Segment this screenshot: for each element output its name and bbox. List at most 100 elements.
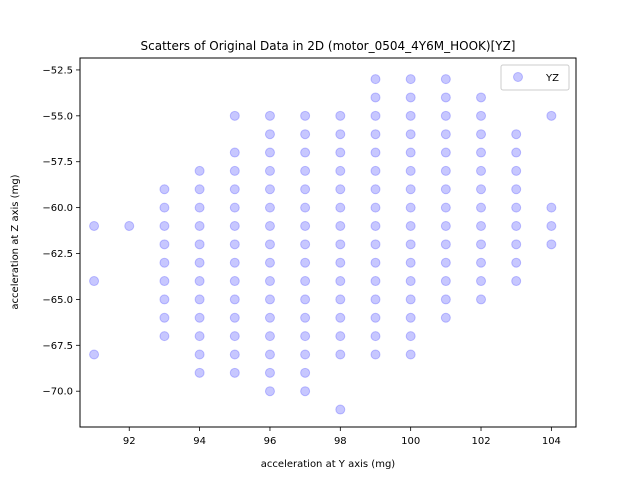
scatter-point bbox=[370, 147, 381, 158]
scatter-point bbox=[194, 202, 205, 213]
scatter-point bbox=[476, 294, 487, 305]
scatter-point bbox=[335, 276, 346, 287]
scatter-point bbox=[300, 276, 311, 287]
scatter-point bbox=[440, 165, 451, 176]
scatter-point bbox=[159, 220, 170, 231]
scatter-point bbox=[300, 386, 311, 397]
x-tick-label: 98 bbox=[334, 436, 347, 447]
scatter-point bbox=[159, 276, 170, 287]
scatter-point bbox=[405, 257, 416, 268]
scatter-point bbox=[335, 165, 346, 176]
scatter-point bbox=[440, 257, 451, 268]
scatter-point bbox=[300, 294, 311, 305]
scatter-point bbox=[300, 349, 311, 360]
scatter-point bbox=[229, 165, 240, 176]
x-tick-label: 104 bbox=[542, 436, 561, 447]
scatter-point bbox=[440, 129, 451, 140]
scatter-point bbox=[440, 92, 451, 103]
scatter-point bbox=[264, 349, 275, 360]
scatter-point bbox=[546, 220, 557, 231]
scatter-point bbox=[405, 331, 416, 342]
x-tick-label: 100 bbox=[401, 436, 420, 447]
scatter-point bbox=[546, 239, 557, 250]
scatter-point bbox=[476, 202, 487, 213]
scatter-point bbox=[370, 92, 381, 103]
scatter-point bbox=[440, 202, 451, 213]
scatter-point bbox=[370, 349, 381, 360]
scatter-point bbox=[370, 312, 381, 323]
scatter-point bbox=[264, 110, 275, 121]
scatter-point bbox=[405, 110, 416, 121]
scatter-point bbox=[370, 74, 381, 85]
scatter-point bbox=[405, 294, 416, 305]
scatter-point bbox=[264, 184, 275, 195]
scatter-point bbox=[511, 239, 522, 250]
scatter-point bbox=[476, 184, 487, 195]
scatter-point bbox=[440, 239, 451, 250]
scatter-point bbox=[159, 202, 170, 213]
scatter-point bbox=[511, 129, 522, 140]
scatter-point bbox=[300, 184, 311, 195]
scatter-point bbox=[405, 220, 416, 231]
scatter-point bbox=[159, 257, 170, 268]
y-tick-label: −62.5 bbox=[42, 249, 73, 260]
scatter-point bbox=[89, 349, 100, 360]
scatter-point bbox=[440, 220, 451, 231]
scatter-point bbox=[405, 276, 416, 287]
scatter-point bbox=[476, 220, 487, 231]
scatter-point bbox=[370, 202, 381, 213]
scatter-point bbox=[440, 110, 451, 121]
scatter-point bbox=[370, 184, 381, 195]
scatter-point bbox=[89, 276, 100, 287]
scatter-point bbox=[300, 202, 311, 213]
x-tick-label: 94 bbox=[193, 436, 206, 447]
scatter-point bbox=[229, 184, 240, 195]
scatter-point bbox=[229, 257, 240, 268]
scatter-point bbox=[405, 165, 416, 176]
scatter-point bbox=[264, 312, 275, 323]
scatter-point bbox=[335, 202, 346, 213]
scatter-point bbox=[370, 257, 381, 268]
y-tick-label: −52.5 bbox=[42, 65, 73, 76]
scatter-point bbox=[264, 331, 275, 342]
scatter-point bbox=[370, 294, 381, 305]
scatter-point bbox=[159, 331, 170, 342]
y-tick-label: −60.0 bbox=[42, 203, 73, 214]
scatter-point bbox=[476, 239, 487, 250]
scatter-point bbox=[476, 92, 487, 103]
x-axis-ticks: 92 94 96 98 100 102 104 bbox=[123, 427, 561, 447]
scatter-points-group bbox=[89, 74, 557, 415]
scatter-point bbox=[159, 239, 170, 250]
scatter-point bbox=[511, 276, 522, 287]
scatter-point bbox=[194, 239, 205, 250]
scatter-point bbox=[335, 349, 346, 360]
scatter-point bbox=[405, 129, 416, 140]
scatter-point bbox=[335, 331, 346, 342]
scatter-point bbox=[300, 239, 311, 250]
scatter-point bbox=[405, 184, 416, 195]
x-tick-label: 102 bbox=[471, 436, 490, 447]
scatter-point bbox=[300, 257, 311, 268]
scatter-point bbox=[229, 294, 240, 305]
scatter-point bbox=[370, 165, 381, 176]
scatter-point bbox=[440, 147, 451, 158]
scatter-point bbox=[335, 129, 346, 140]
scatter-point bbox=[511, 220, 522, 231]
scatter-point bbox=[511, 184, 522, 195]
scatter-point bbox=[405, 239, 416, 250]
legend-marker bbox=[513, 72, 523, 82]
scatter-point bbox=[194, 165, 205, 176]
scatter-point bbox=[511, 165, 522, 176]
scatter-point bbox=[546, 202, 557, 213]
scatter-point bbox=[546, 110, 557, 121]
scatter-point bbox=[264, 257, 275, 268]
scatter-point bbox=[229, 239, 240, 250]
scatter-point bbox=[229, 312, 240, 323]
scatter-point bbox=[370, 276, 381, 287]
scatter-point bbox=[300, 220, 311, 231]
scatter-point bbox=[194, 349, 205, 360]
scatter-point bbox=[440, 74, 451, 85]
y-axis-ticks: −52.5 −55.0 −57.5 −60.0 −62.5 −65.0 −67.5 −70.0 bbox=[42, 65, 80, 398]
scatter-point bbox=[300, 367, 311, 378]
scatter-point bbox=[229, 147, 240, 158]
